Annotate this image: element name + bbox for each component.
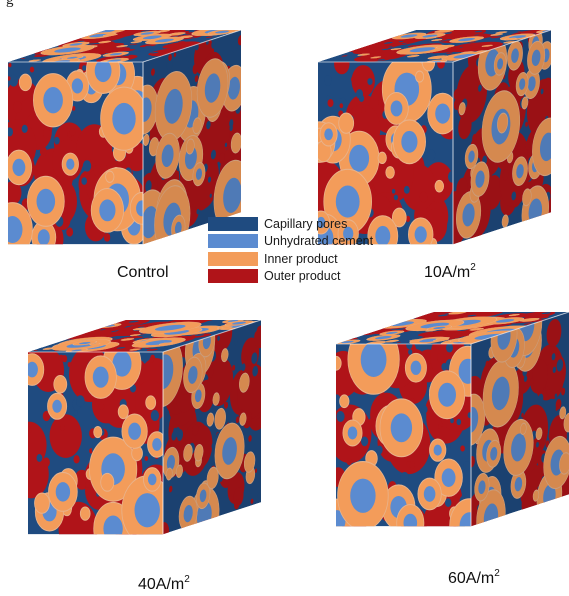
cube-40 xyxy=(28,320,264,542)
legend-item-outer-product: Outer product xyxy=(208,268,408,286)
caption-60: 60A/m2 xyxy=(448,568,500,588)
caption-60-sup: 2 xyxy=(494,568,500,579)
legend-item-capillary-pores: Capillary pores xyxy=(208,215,408,233)
caption-control: Control xyxy=(117,262,169,282)
legend-label-inner-product: Inner product xyxy=(264,252,338,266)
legend-item-unhydrated-cement: Unhydrated cement xyxy=(208,233,408,251)
caption-40: 40A/m2 xyxy=(138,574,190,594)
caption-10: 10A/m2 xyxy=(424,262,476,282)
caption-60-text: 60A/m xyxy=(448,570,494,587)
legend-swatch-unhydrated-cement xyxy=(208,234,258,248)
legend-item-inner-product: Inner product xyxy=(208,250,408,268)
legend-swatch-outer-product xyxy=(208,269,258,283)
cube-40-front-face xyxy=(28,338,173,542)
caption-40-text: 40A/m xyxy=(138,576,184,593)
cube-60 xyxy=(336,312,569,534)
legend-label-unhydrated-cement: Unhydrated cement xyxy=(264,234,373,248)
legend: Capillary pores Unhydrated cement Inner … xyxy=(208,215,408,285)
caption-40-sup: 2 xyxy=(184,574,190,585)
cube-control-front-face xyxy=(8,48,158,252)
legend-label-capillary-pores: Capillary pores xyxy=(264,217,347,231)
caption-10-sup: 2 xyxy=(470,262,476,273)
caption-control-text: Control xyxy=(117,264,169,281)
clipped-text-fragment: g xyxy=(6,0,14,9)
legend-swatch-capillary-pores xyxy=(208,217,258,231)
cube-60-front-face xyxy=(336,323,489,534)
legend-swatch-inner-product xyxy=(208,252,258,266)
caption-10-text: 10A/m xyxy=(424,264,470,281)
cube-40-svg xyxy=(28,320,264,542)
cube-60-side-face xyxy=(458,312,569,534)
cube-60-svg xyxy=(336,312,569,534)
legend-label-outer-product: Outer product xyxy=(264,269,340,283)
cube-10-side-face xyxy=(438,30,554,252)
